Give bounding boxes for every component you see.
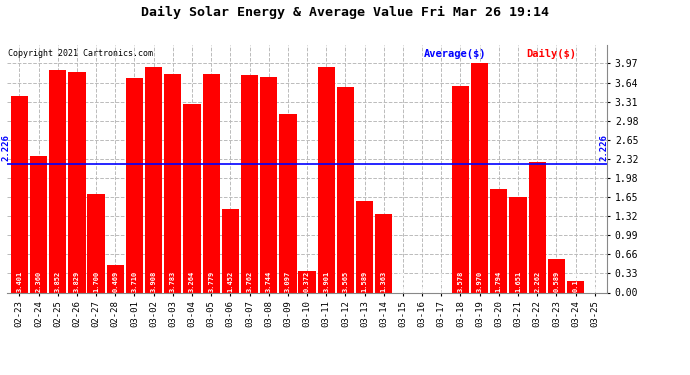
Text: 0.469: 0.469 (112, 271, 118, 292)
Bar (260, 76, 277, 292)
Bar (298, 271, 316, 292)
Text: 1.651: 1.651 (515, 271, 521, 292)
Text: 1.452: 1.452 (227, 271, 233, 292)
Text: 3.901: 3.901 (323, 271, 329, 292)
Text: 3.783: 3.783 (170, 271, 176, 292)
Bar (337, 87, 354, 292)
Text: 0.589: 0.589 (553, 271, 560, 292)
Text: 2.262: 2.262 (534, 271, 540, 292)
Bar (126, 78, 143, 292)
Text: Daily Solar Energy & Average Value Fri Mar 26 19:14: Daily Solar Energy & Average Value Fri M… (141, 6, 549, 19)
Bar (490, 189, 507, 292)
Text: 0.193: 0.193 (573, 271, 578, 292)
Text: Copyright 2021 Cartronics.com: Copyright 2021 Cartronics.com (8, 49, 152, 58)
Text: 0.000: 0.000 (592, 271, 598, 292)
Text: 0.000: 0.000 (419, 271, 425, 292)
Text: 1.589: 1.589 (362, 271, 368, 292)
Bar (279, 114, 297, 292)
Bar (145, 67, 162, 292)
Bar (567, 281, 584, 292)
Text: Average($): Average($) (424, 49, 486, 59)
Bar (107, 266, 124, 292)
Bar (30, 156, 47, 292)
Bar (375, 214, 393, 292)
Bar (317, 68, 335, 292)
Text: 3.097: 3.097 (285, 271, 291, 292)
Text: 3.578: 3.578 (457, 271, 464, 292)
Text: 3.264: 3.264 (189, 271, 195, 292)
Bar (184, 104, 201, 292)
Text: 2.360: 2.360 (36, 271, 41, 292)
Bar (11, 96, 28, 292)
Bar (68, 72, 86, 292)
Text: 0.000: 0.000 (438, 271, 444, 292)
Bar (529, 162, 546, 292)
Bar (356, 201, 373, 292)
Text: 3.762: 3.762 (246, 271, 253, 292)
Bar (548, 258, 565, 292)
Bar (452, 86, 469, 292)
Bar (203, 75, 220, 292)
Text: 3.710: 3.710 (131, 271, 137, 292)
Text: 0.000: 0.000 (400, 271, 406, 292)
Text: 3.779: 3.779 (208, 271, 214, 292)
Bar (49, 70, 66, 292)
Text: 3.829: 3.829 (74, 271, 80, 292)
Text: 1.794: 1.794 (496, 271, 502, 292)
Text: 3.565: 3.565 (342, 271, 348, 292)
Text: 3.401: 3.401 (17, 271, 22, 292)
Bar (164, 74, 181, 292)
Text: 3.970: 3.970 (477, 271, 483, 292)
Bar (221, 209, 239, 292)
Bar (509, 197, 526, 292)
Text: Daily($): Daily($) (526, 49, 576, 59)
Bar (88, 194, 105, 292)
Bar (471, 63, 489, 292)
Text: 2.226: 2.226 (1, 134, 10, 161)
Bar (241, 75, 258, 292)
Text: 0.372: 0.372 (304, 271, 310, 292)
Text: 1.363: 1.363 (381, 271, 387, 292)
Text: 3.908: 3.908 (150, 271, 157, 292)
Text: 3.744: 3.744 (266, 271, 272, 292)
Text: 2.226: 2.226 (600, 134, 609, 161)
Text: 3.852: 3.852 (55, 271, 61, 292)
Text: 1.700: 1.700 (93, 271, 99, 292)
